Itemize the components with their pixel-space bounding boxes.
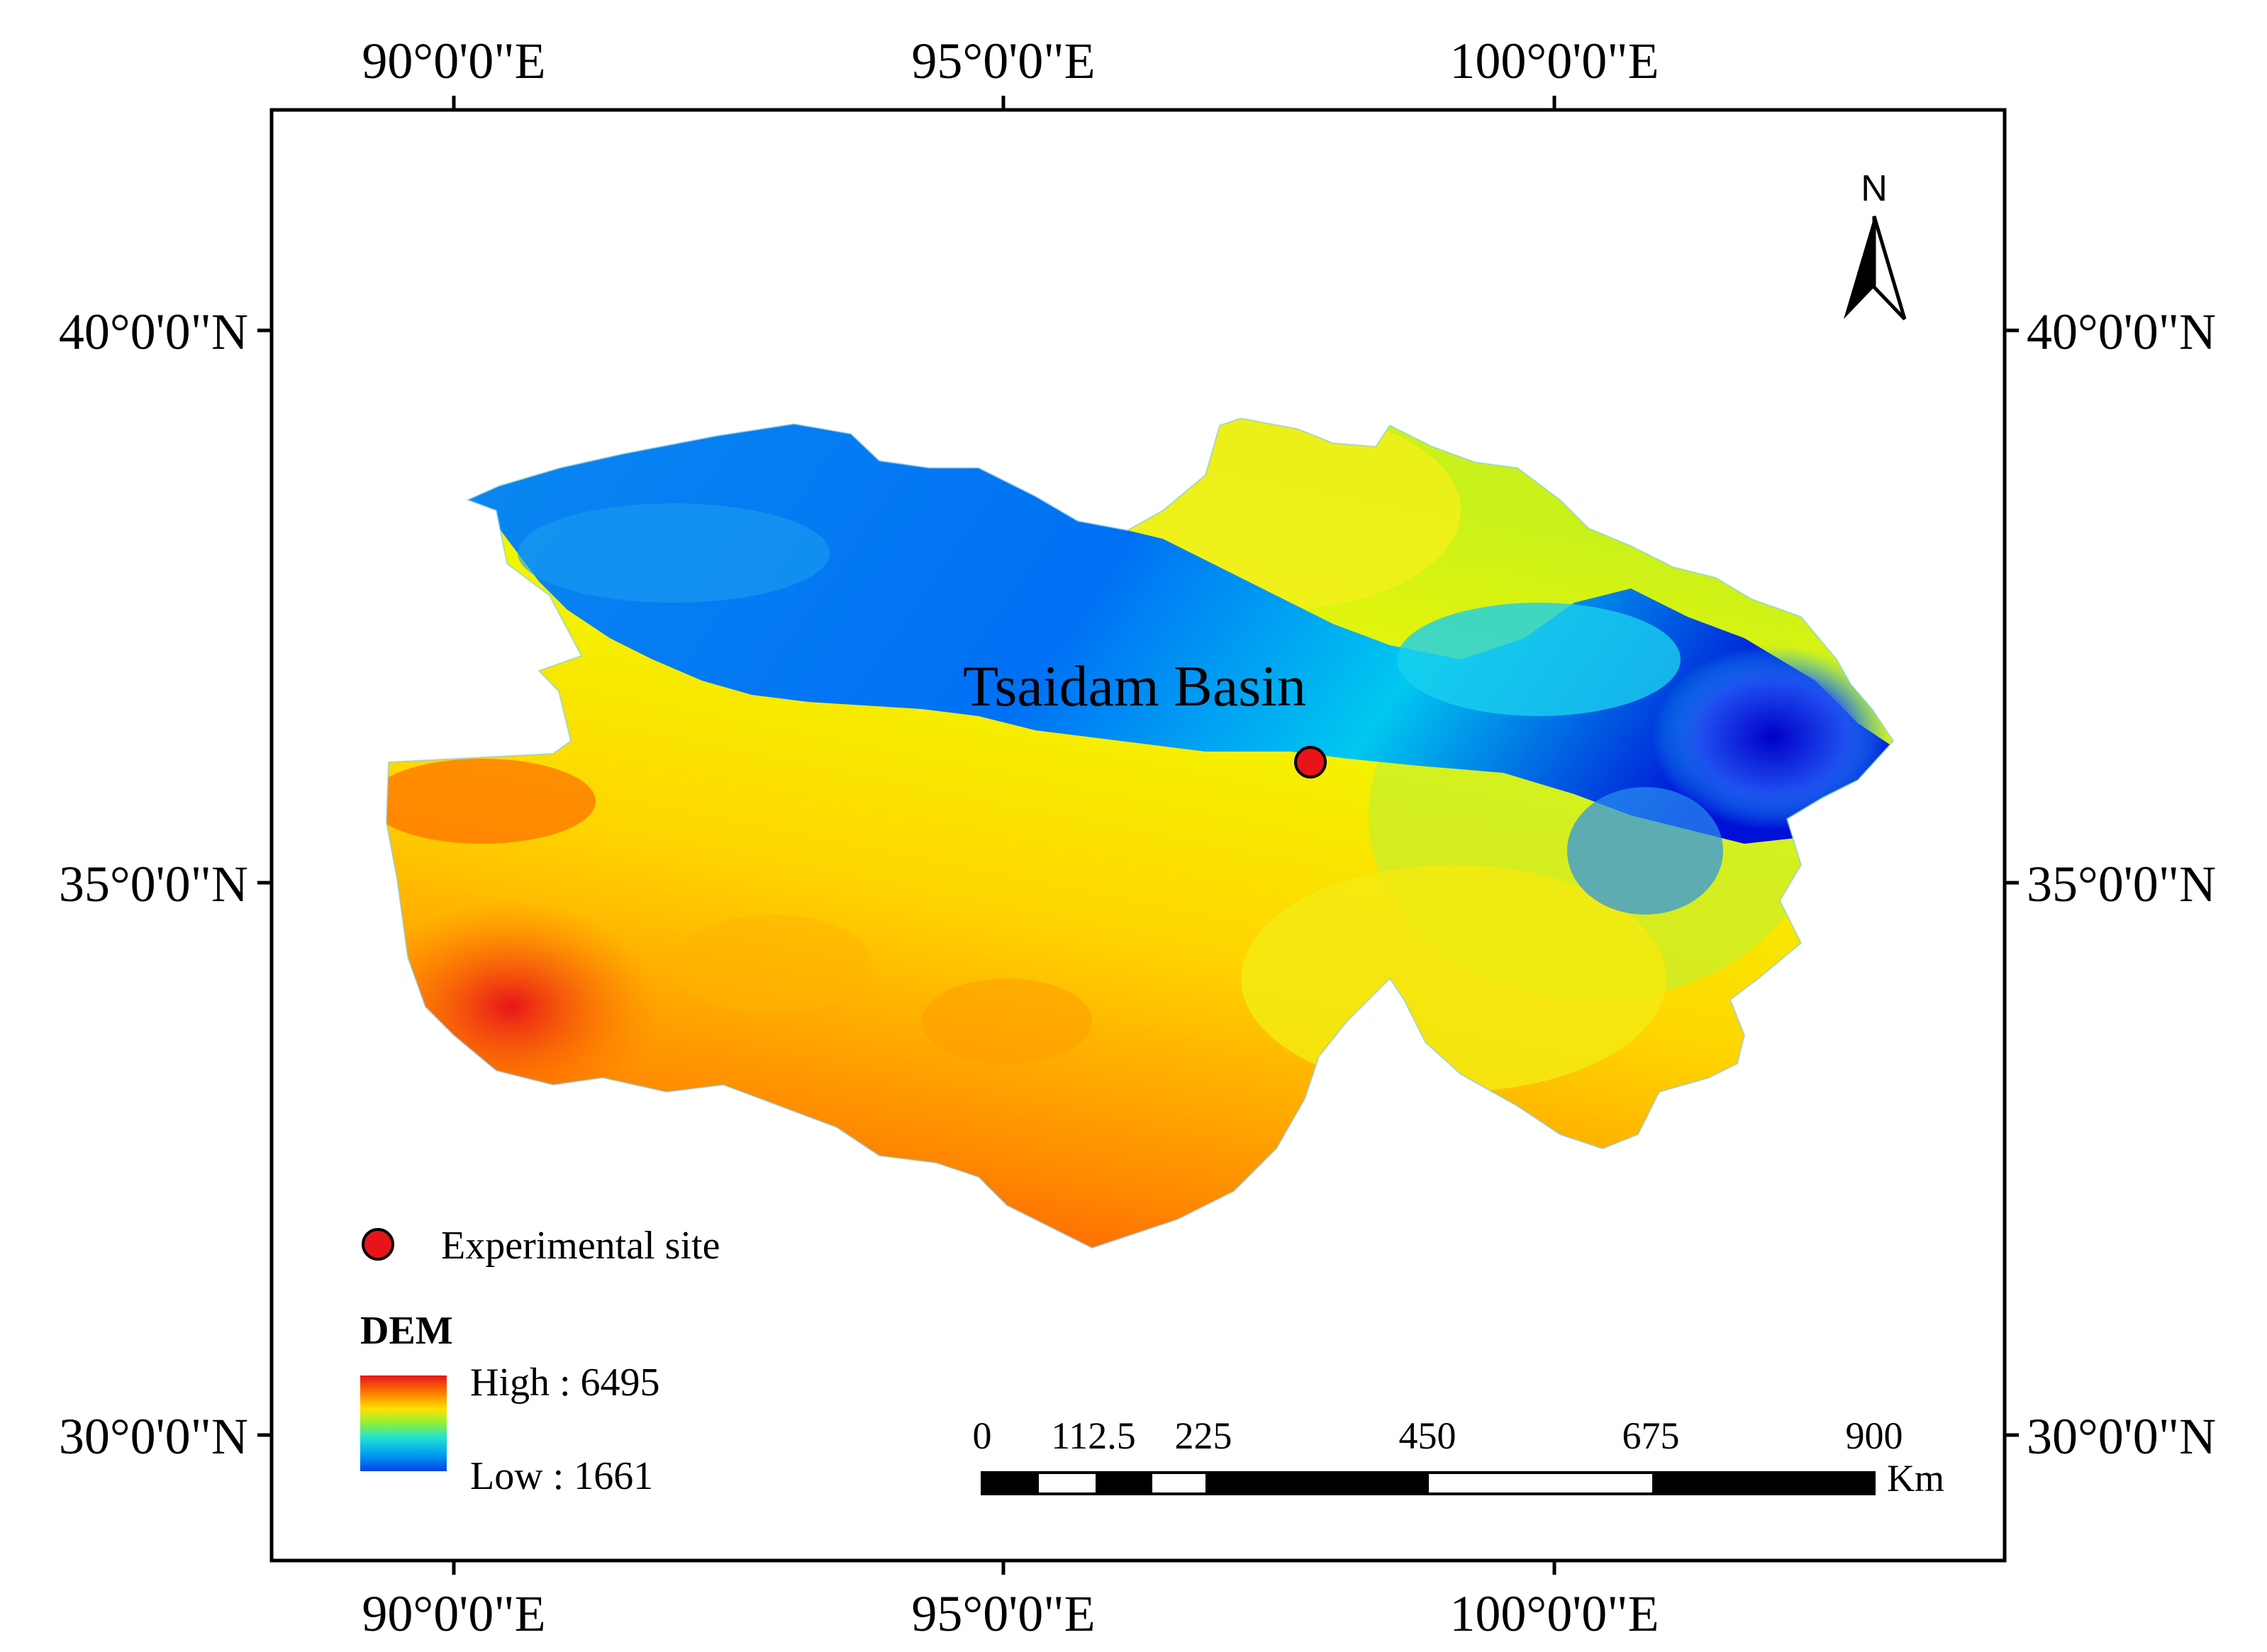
dem-legend-title: DEM xyxy=(360,1309,453,1353)
dem-legend: DEM High : 6495 Low : 1661 xyxy=(360,1309,660,1498)
site-legend-label: Experimental site xyxy=(441,1224,720,1268)
right-latitude-label: 35°0'0"N xyxy=(2027,856,2216,912)
top-longitude-label: 90°0'0"E xyxy=(362,33,545,89)
scale-tick-label: 900 xyxy=(1846,1414,1903,1457)
experimental-site-marker xyxy=(1294,746,1327,778)
tsaidam-basin-label: Tsaidam Basin xyxy=(963,654,1306,718)
scale-tick-label: 225 xyxy=(1175,1414,1232,1457)
dem-color-ramp xyxy=(360,1375,447,1471)
site-legend: Experimental site xyxy=(362,1224,720,1268)
site-legend-marker xyxy=(362,1228,394,1261)
bottom-longitude-label: 100°0'0"E xyxy=(1449,1585,1659,1642)
scale-tick-label: 450 xyxy=(1399,1414,1456,1457)
scale-unit-label: Km xyxy=(1887,1457,1944,1500)
dem-high-label: High : 6495 xyxy=(470,1361,660,1405)
bottom-longitude-label: 90°0'0"E xyxy=(362,1585,545,1642)
dem-elevation-raster xyxy=(386,418,1893,1248)
top-longitude-label: 100°0'0"E xyxy=(1449,33,1659,89)
left-latitude-label: 35°0'0"N xyxy=(59,856,248,912)
north-arrow-label: N xyxy=(1861,168,1888,209)
scale-tick-label: 112.5 xyxy=(1051,1414,1136,1457)
top-longitude-label: 95°0'0"E xyxy=(911,33,1095,89)
scale-tick-label: 0 xyxy=(973,1414,992,1457)
scale-tick-label: 675 xyxy=(1622,1414,1680,1457)
graticule-ticks xyxy=(257,96,2019,1575)
north-arrow: N xyxy=(1844,168,1907,320)
dem-low-label: Low : 1661 xyxy=(470,1454,653,1498)
scale-bar: 0 112.5 225 450 675 900 Km xyxy=(973,1414,1945,1500)
bottom-longitude-label: 95°0'0"E xyxy=(911,1585,1095,1642)
left-latitude-label: 40°0'0"N xyxy=(59,303,248,360)
left-latitude-label: 30°0'0"N xyxy=(59,1408,248,1465)
right-latitude-label: 30°0'0"N xyxy=(2027,1408,2216,1465)
right-latitude-label: 40°0'0"N xyxy=(2027,303,2216,360)
